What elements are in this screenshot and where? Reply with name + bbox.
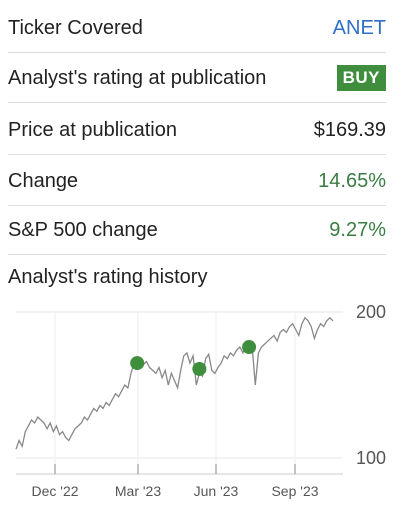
ticker-link[interactable]: ANET	[332, 16, 386, 39]
rating-row: Analyst's rating at publication BUY	[8, 54, 386, 103]
rating-marker-3[interactable]	[242, 340, 257, 355]
price-row: Price at publication $169.39	[8, 106, 386, 155]
rating-history-title: Analyst's rating history	[8, 266, 208, 288]
y-tick-label-bottom: 100	[356, 448, 386, 468]
sp500-row: S&P 500 change 9.27%	[8, 206, 386, 255]
change-row: Change 14.65%	[8, 157, 386, 206]
rating-label: Analyst's rating at publication	[8, 66, 267, 89]
price-value: $169.39	[313, 118, 386, 141]
x-tick-label: Mar '23	[115, 483, 161, 499]
ticker-label: Ticker Covered	[8, 16, 143, 39]
sp500-value: 9.27%	[329, 218, 386, 241]
y-tick-label-top: 200	[356, 302, 386, 322]
rating-badge: BUY	[336, 65, 386, 91]
change-value: 14.65%	[318, 169, 386, 192]
x-tick-label: Jun '23	[194, 483, 239, 499]
x-tick-label: Dec '22	[31, 483, 78, 499]
price-series-line	[15, 316, 334, 450]
rating-history-chart: Dec '22 Mar '23 Jun '23 Sep '23 200 100	[15, 302, 386, 499]
change-label: Change	[8, 169, 79, 192]
sp500-label: S&P 500 change	[8, 218, 158, 241]
rating-marker-1[interactable]	[130, 356, 145, 371]
ticker-row: Ticker Covered ANET	[8, 4, 386, 53]
x-tick-label: Sep '23	[271, 483, 318, 499]
rating-marker-2[interactable]	[192, 361, 207, 376]
price-label: Price at publication	[8, 118, 177, 141]
